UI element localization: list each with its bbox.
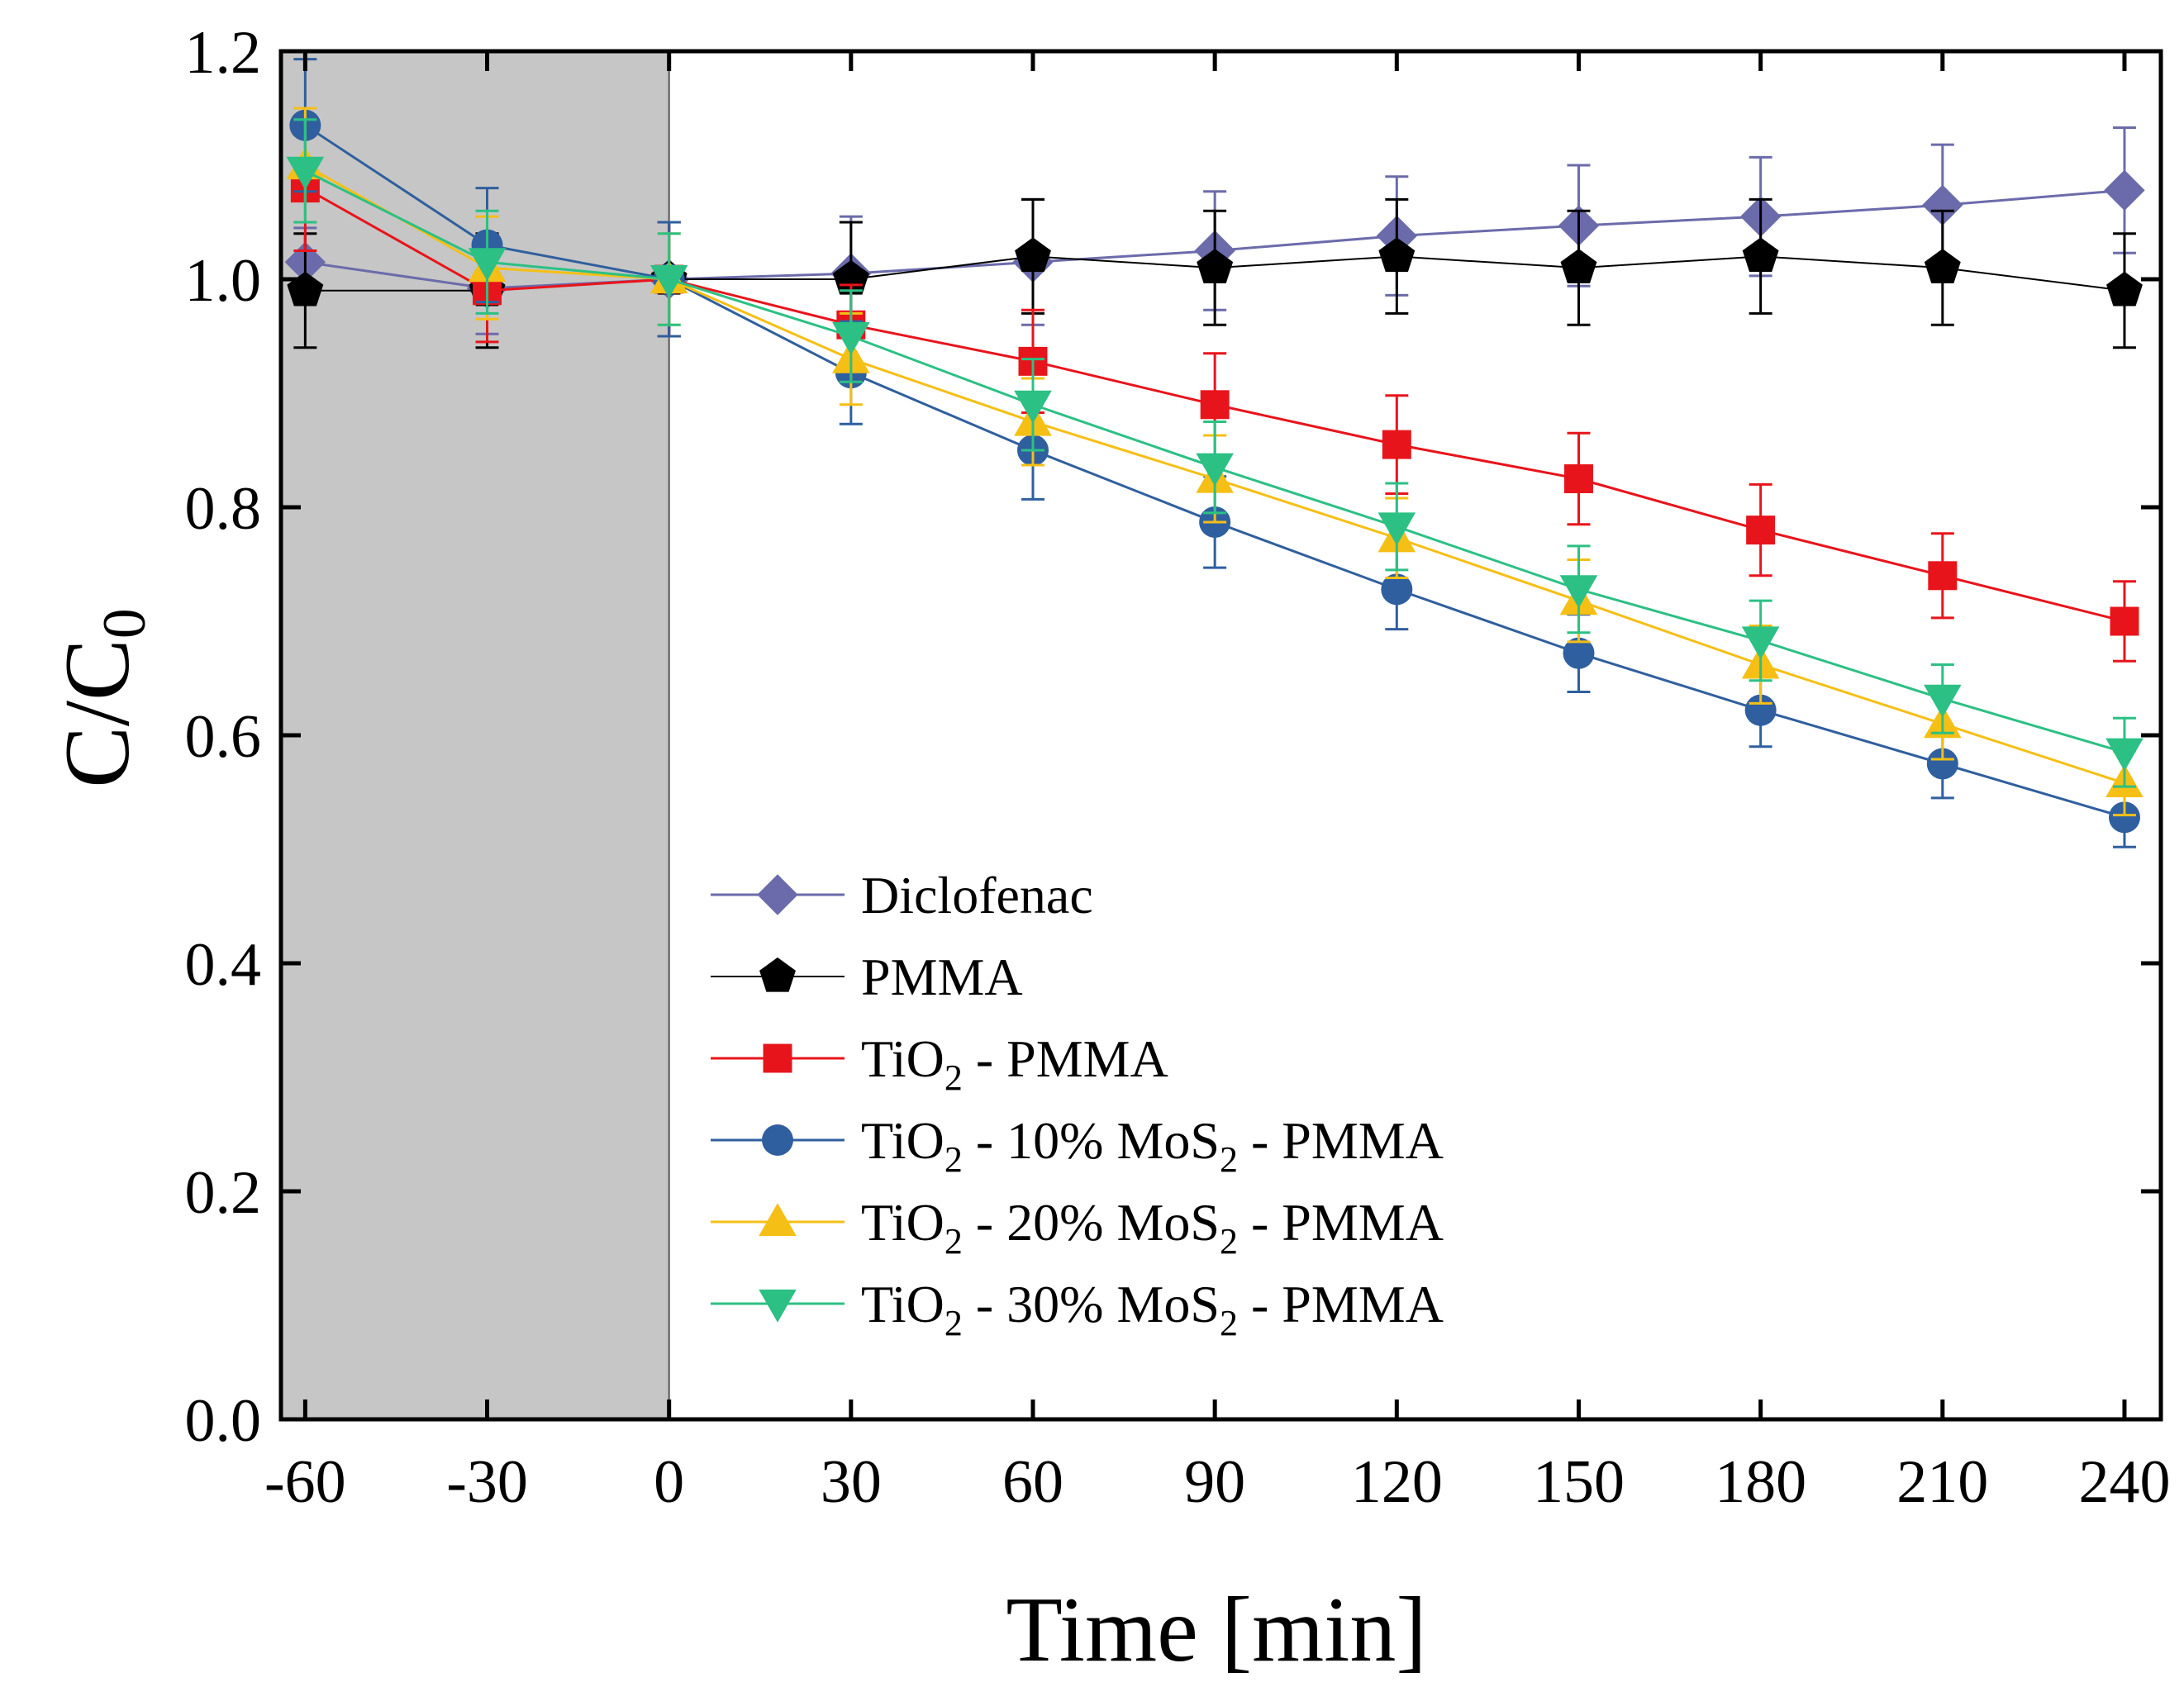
legend-text: - 30% MoS [963, 1275, 1220, 1333]
data-point [2104, 169, 2145, 211]
legend-marker [759, 1289, 797, 1323]
x-tick-label: 0 [654, 1448, 684, 1516]
legend-marker [759, 957, 796, 992]
legend-subscript: 2 [944, 1303, 963, 1343]
legend-text: - 10% MoS [963, 1111, 1220, 1170]
legend-text: - PMMA [1238, 1193, 1444, 1252]
x-axis-title: Time [min] [1006, 1579, 1426, 1681]
legend-marker [763, 1043, 792, 1073]
data-point [1746, 516, 1776, 545]
legend-text: TiO [861, 1029, 944, 1088]
plot-frame [278, 49, 2163, 1422]
data-point [1378, 237, 1416, 273]
legend-label: Diclofenac [861, 866, 1093, 924]
data-point [1382, 430, 1411, 459]
legend-item-2: TiO2 - PMMA [711, 1029, 1168, 1098]
data-point [1741, 626, 1780, 660]
x-tick-label: 90 [1184, 1448, 1245, 1516]
x-tick-label: 240 [2078, 1448, 2170, 1516]
data-point [1926, 748, 1958, 780]
data-point [468, 248, 507, 282]
legend-text: - PMMA [963, 1029, 1168, 1088]
axis-ticks: -60 -30 0 30 60 90 120 150 180 210 240 0.0 0.2 0.4 0.6… [185, 19, 2171, 1516]
legend-subscript: 2 [1220, 1303, 1238, 1343]
data-point [1922, 184, 1963, 226]
y-tick-label: 0.6 [185, 703, 262, 771]
data-point [1200, 390, 1230, 420]
data-point [1560, 249, 1597, 283]
legend-text: TiO [861, 1275, 944, 1333]
data-point [1377, 512, 1416, 546]
legend-label: TiO2 - PMMA [861, 1029, 1168, 1098]
data-point [2108, 801, 2140, 834]
legend-subscript: 2 [944, 1057, 963, 1098]
y-axis-title: C/C0 [46, 608, 159, 788]
data-point [1381, 573, 1413, 606]
legend-marker [757, 874, 798, 915]
data-point [1924, 684, 1962, 718]
legend-label: TiO2 - 20% MoS2 - PMMA [861, 1193, 1444, 1262]
legend-item-5: TiO2 - 30% MoS2 - PMMA [711, 1275, 1444, 1343]
legend-label: TiO2 - 30% MoS2 - PMMA [861, 1275, 1444, 1343]
y-tick-label: 0.4 [185, 931, 262, 999]
x-tick-label: 60 [1002, 1448, 1063, 1516]
legend-marker [762, 1124, 793, 1156]
legend-item-4: TiO2 - 20% MoS2 - PMMA [711, 1193, 1444, 1262]
legend-subscript: 2 [1220, 1221, 1238, 1262]
data-point [1196, 453, 1234, 487]
data-point [832, 321, 870, 355]
data-point [1564, 464, 1593, 493]
series-5 [286, 118, 2144, 788]
y-axis-title-subscript: 0 [91, 608, 159, 639]
legend-text: TiO [861, 1193, 944, 1252]
data-point [1015, 237, 1051, 273]
legend-text: TiO [861, 1111, 944, 1170]
x-tick-label: 180 [1715, 1448, 1806, 1516]
series-layer [284, 51, 2145, 1419]
data-point [286, 156, 325, 190]
x-tick-label: 120 [1351, 1448, 1443, 1516]
legend-subscript: 2 [944, 1221, 963, 1262]
data-point [649, 264, 688, 298]
legend-subscript: 2 [944, 1139, 963, 1180]
y-tick-label: 1.2 [185, 19, 262, 87]
legend-subscript: 2 [1220, 1139, 1238, 1180]
legend-text: - PMMA [1238, 1111, 1444, 1170]
x-tick-label: 150 [1533, 1448, 1625, 1516]
data-point [1563, 637, 1595, 669]
legend-text: - 20% MoS [963, 1193, 1220, 1252]
legend-text: PMMA [861, 948, 1023, 1006]
data-point [1742, 237, 1779, 273]
data-point [1014, 390, 1052, 424]
x-tick-label: 210 [1896, 1448, 1988, 1516]
data-point [2105, 738, 2144, 772]
data-point [2106, 271, 2143, 307]
data-point [1924, 249, 1961, 283]
data-point [1197, 249, 1234, 283]
legend-marker [759, 1203, 797, 1237]
legend-text: Diclofenac [861, 866, 1093, 924]
legend-item-3: TiO2 - 10% MoS2 - PMMA [711, 1111, 1444, 1180]
y-tick-label: 0.8 [185, 475, 262, 543]
legend-label: PMMA [861, 948, 1023, 1006]
x-tick-label: -30 [446, 1448, 528, 1516]
data-point [1559, 575, 1598, 609]
legend-label: TiO2 - 10% MoS2 - PMMA [861, 1111, 1444, 1180]
x-tick-label: 30 [821, 1448, 882, 1516]
legend-text: - PMMA [1238, 1275, 1444, 1333]
y-axis-title-main: C/C [46, 639, 149, 788]
y-tick-label: 0.0 [185, 1387, 262, 1455]
legend-item-0: Diclofenac [711, 866, 1093, 924]
y-tick-label: 1.0 [185, 247, 262, 315]
data-point [2110, 606, 2139, 636]
legend-item-1: PMMA [711, 948, 1023, 1006]
y-tick-label: 0.2 [185, 1159, 262, 1227]
data-point [1928, 561, 1958, 591]
x-tick-label: -60 [264, 1448, 346, 1516]
